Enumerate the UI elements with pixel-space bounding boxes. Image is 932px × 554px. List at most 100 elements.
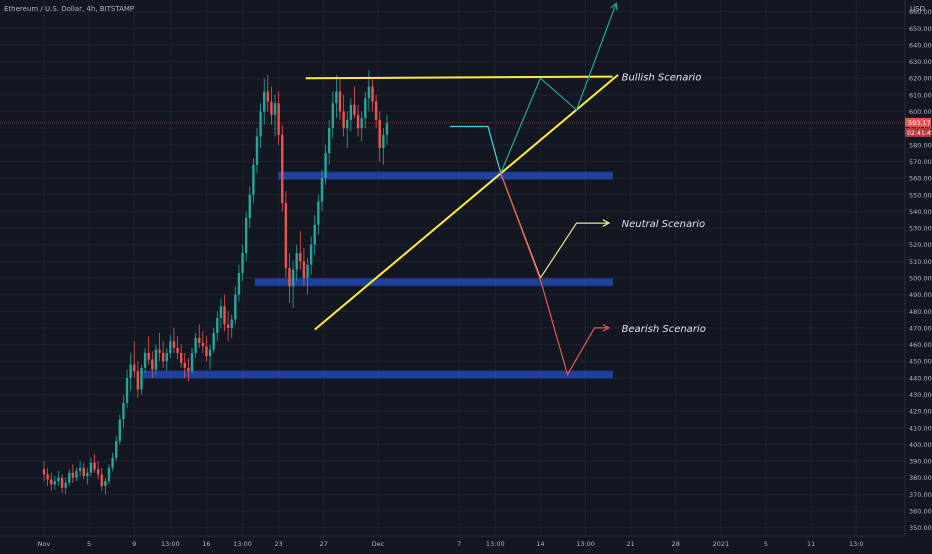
time-axis[interactable]: Nov 5 9 13:00 16 13:00 23 27 Dec 7 13:00 14 13:00 21 2… [0, 535, 905, 548]
candle-body [129, 364, 132, 378]
price-tick-label: 470.00 [909, 324, 932, 332]
scenario-label: Neutral Scenario [622, 219, 706, 230]
bear-arrow-head [602, 324, 611, 332]
bull-path [500, 3, 617, 174]
candle-body [201, 342, 205, 347]
time-tick-label: 23 [275, 540, 283, 548]
candle-body [136, 371, 140, 390]
time-tick-label: 16 [202, 540, 210, 548]
candle-body [165, 352, 168, 362]
time-tick-label: 14 [536, 540, 544, 548]
price-tick-label: 550.00 [909, 191, 932, 199]
candle-body [169, 341, 172, 353]
symbol-label: Ethereum / U.S. Dollar, 4h, BITSTAMP [4, 5, 134, 13]
price-tick-label: 630.00 [909, 58, 932, 66]
candle-body [241, 253, 244, 273]
drawings: Bullish Scenario Neutral Scenario Bearish … [305, 2, 706, 377]
candle-body [378, 119, 381, 149]
candle-body [270, 101, 273, 115]
candle-body [68, 472, 71, 483]
candle-body [237, 272, 241, 295]
candle-body [364, 98, 367, 119]
price-tick-label: 610.00 [909, 91, 932, 99]
candle-body [273, 103, 277, 115]
candle-body [78, 467, 82, 472]
candle-body [219, 306, 223, 318]
price-tick-label: 410.00 [909, 424, 932, 432]
time-tick-label: 11 [807, 540, 815, 548]
resistance-line [305, 75, 613, 80]
candle-body [50, 479, 53, 485]
candle-body [151, 359, 154, 370]
scenario-label: Bullish Scenario [622, 73, 702, 84]
candle-body [161, 352, 165, 362]
candle-body [187, 367, 190, 372]
time-tick-label: 13:00 [233, 540, 252, 548]
price-tick-label: 350.00 [909, 524, 932, 532]
price-tick-label: 400.00 [909, 441, 932, 449]
price-tick-label: 460.00 [909, 341, 932, 349]
candle-body [183, 362, 186, 368]
candle-body [335, 91, 338, 104]
price-tick-label: 450.00 [909, 358, 932, 366]
candle-body [125, 377, 129, 403]
candle-body [118, 419, 122, 442]
candle-body [82, 467, 85, 477]
candle-body [115, 441, 118, 458]
candle-body [320, 178, 324, 202]
projection-path [450, 125, 502, 174]
candle-body [75, 471, 78, 478]
candle-body [356, 114, 360, 129]
time-tick-label: Nov [38, 540, 51, 548]
support-zone-lower [142, 370, 614, 379]
candle-body [133, 364, 136, 372]
candle-body [208, 349, 212, 357]
price-tick-label: 480.00 [909, 308, 932, 316]
candle-body [46, 474, 49, 480]
candle-body [382, 134, 385, 149]
candle-body [179, 352, 183, 363]
candle-body [86, 472, 89, 477]
current-price-tag: 593.17 [908, 119, 931, 127]
candle-body [172, 341, 176, 348]
candle-body [306, 264, 309, 278]
neutral-arrow-head [602, 219, 611, 227]
current-price-tag-bg [905, 117, 931, 127]
candle-body [194, 337, 197, 353]
grid-lines [0, 0, 905, 536]
time-tick-label: Dec [372, 540, 385, 548]
scenario-label: Bearish Scenario [622, 324, 706, 335]
candle-body [353, 104, 356, 115]
currency-label: USD [910, 5, 925, 13]
support-zone-upper [278, 171, 614, 180]
price-axis[interactable]: 350.00 360.00 370.00 380.00 390.00 400.00 410.… [904, 0, 932, 536]
candle-body [281, 134, 284, 204]
candle-body [288, 268, 291, 287]
candle-body [284, 203, 288, 268]
price-tick-label: 560.00 [909, 175, 932, 183]
candle-body [338, 91, 342, 112]
candle-body [71, 472, 75, 478]
price-tick-label: 600.00 [909, 108, 932, 116]
time-tick-label: 13:0 [849, 540, 864, 548]
time-tick-label: 13:00 [486, 540, 505, 548]
candle-body [96, 469, 100, 475]
price-tick-label: 490.00 [909, 291, 932, 299]
candle-body [104, 481, 107, 487]
price-tick-label: 570.00 [909, 158, 932, 166]
candle-body [360, 118, 363, 129]
time-tick-label: 5 [764, 540, 768, 548]
price-tick-label: 430.00 [909, 391, 932, 399]
support-zones [142, 171, 614, 379]
candle-body [234, 294, 237, 320]
candle-body [342, 111, 345, 129]
time-tick-label: 2021 [713, 540, 730, 548]
price-tick-label: 650.00 [909, 25, 932, 33]
price-tick-label: 660.00 [909, 8, 932, 16]
price-tick-label: 500.00 [909, 274, 932, 282]
candle-body [255, 136, 259, 165]
candle-body [111, 457, 114, 468]
candle-body [140, 367, 143, 390]
